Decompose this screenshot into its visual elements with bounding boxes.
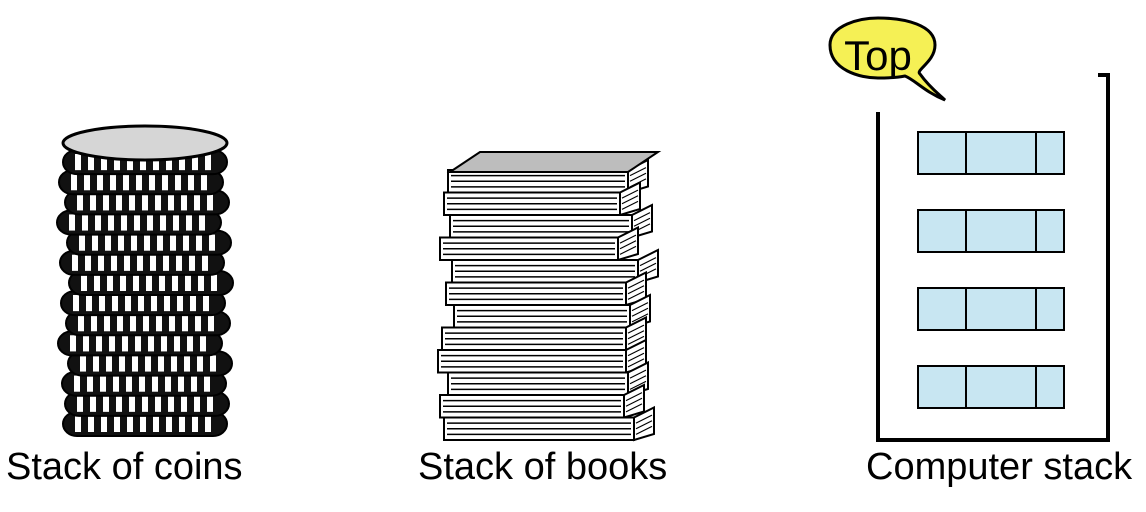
coin bbox=[57, 330, 223, 357]
coin bbox=[68, 269, 234, 297]
stack-element bbox=[917, 209, 1065, 253]
coin bbox=[56, 209, 222, 236]
caption-stack-of-coins: Stack of coins bbox=[6, 446, 243, 488]
caption-stack-of-books: Stack of books bbox=[418, 446, 668, 488]
stack-element bbox=[917, 287, 1065, 331]
computer-stack-diagram bbox=[828, 16, 1110, 442]
book bbox=[439, 383, 645, 419]
book bbox=[437, 338, 647, 374]
stack-container bbox=[876, 73, 1110, 442]
coin bbox=[64, 189, 230, 216]
coin-stack-illustration bbox=[56, 124, 234, 438]
book bbox=[443, 405, 655, 442]
top-callout-label: Top bbox=[844, 32, 912, 79]
stack-element bbox=[917, 365, 1065, 409]
book bbox=[447, 360, 649, 397]
stack-element bbox=[917, 131, 1065, 175]
top-book-cover bbox=[446, 151, 662, 173]
coin bbox=[58, 169, 224, 196]
caption-computer-stack: Computer stack bbox=[866, 446, 1133, 488]
top-callout-bubble bbox=[828, 16, 947, 102]
coin bbox=[61, 370, 227, 397]
book bbox=[443, 180, 641, 217]
coin bbox=[62, 410, 228, 438]
book-stack-illustration bbox=[437, 151, 662, 442]
coin bbox=[66, 229, 232, 256]
book bbox=[439, 225, 639, 262]
coin-top-face bbox=[61, 124, 229, 162]
coin bbox=[60, 290, 226, 317]
